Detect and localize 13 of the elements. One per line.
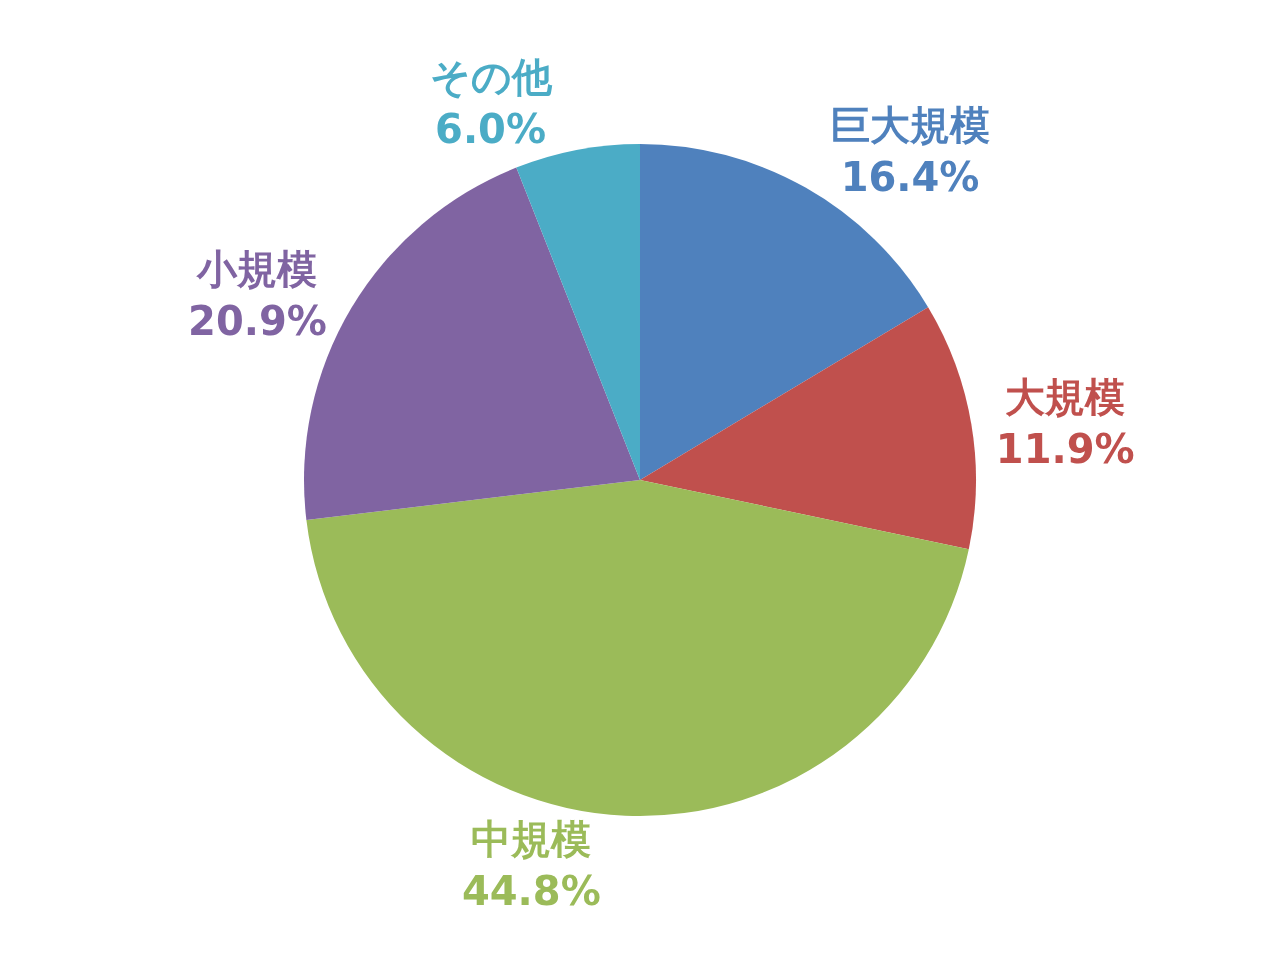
slice-label: 中規模 <box>471 815 592 862</box>
pie-slice <box>640 307 976 550</box>
data-label: 44.8% <box>461 867 601 914</box>
data-label: 16.4% <box>840 153 980 200</box>
data-label: 11.9% <box>995 425 1135 472</box>
data-label: 6.0% <box>435 105 547 152</box>
slice-label: その他 <box>429 53 553 100</box>
slice-label: 小規模 <box>196 246 318 293</box>
slice-label: 大規模 <box>1005 373 1126 420</box>
pie-slice <box>516 144 640 480</box>
slice-label: 巨大規模 <box>830 101 991 148</box>
pie-slice <box>306 480 969 816</box>
data-label: 20.9% <box>188 298 327 345</box>
